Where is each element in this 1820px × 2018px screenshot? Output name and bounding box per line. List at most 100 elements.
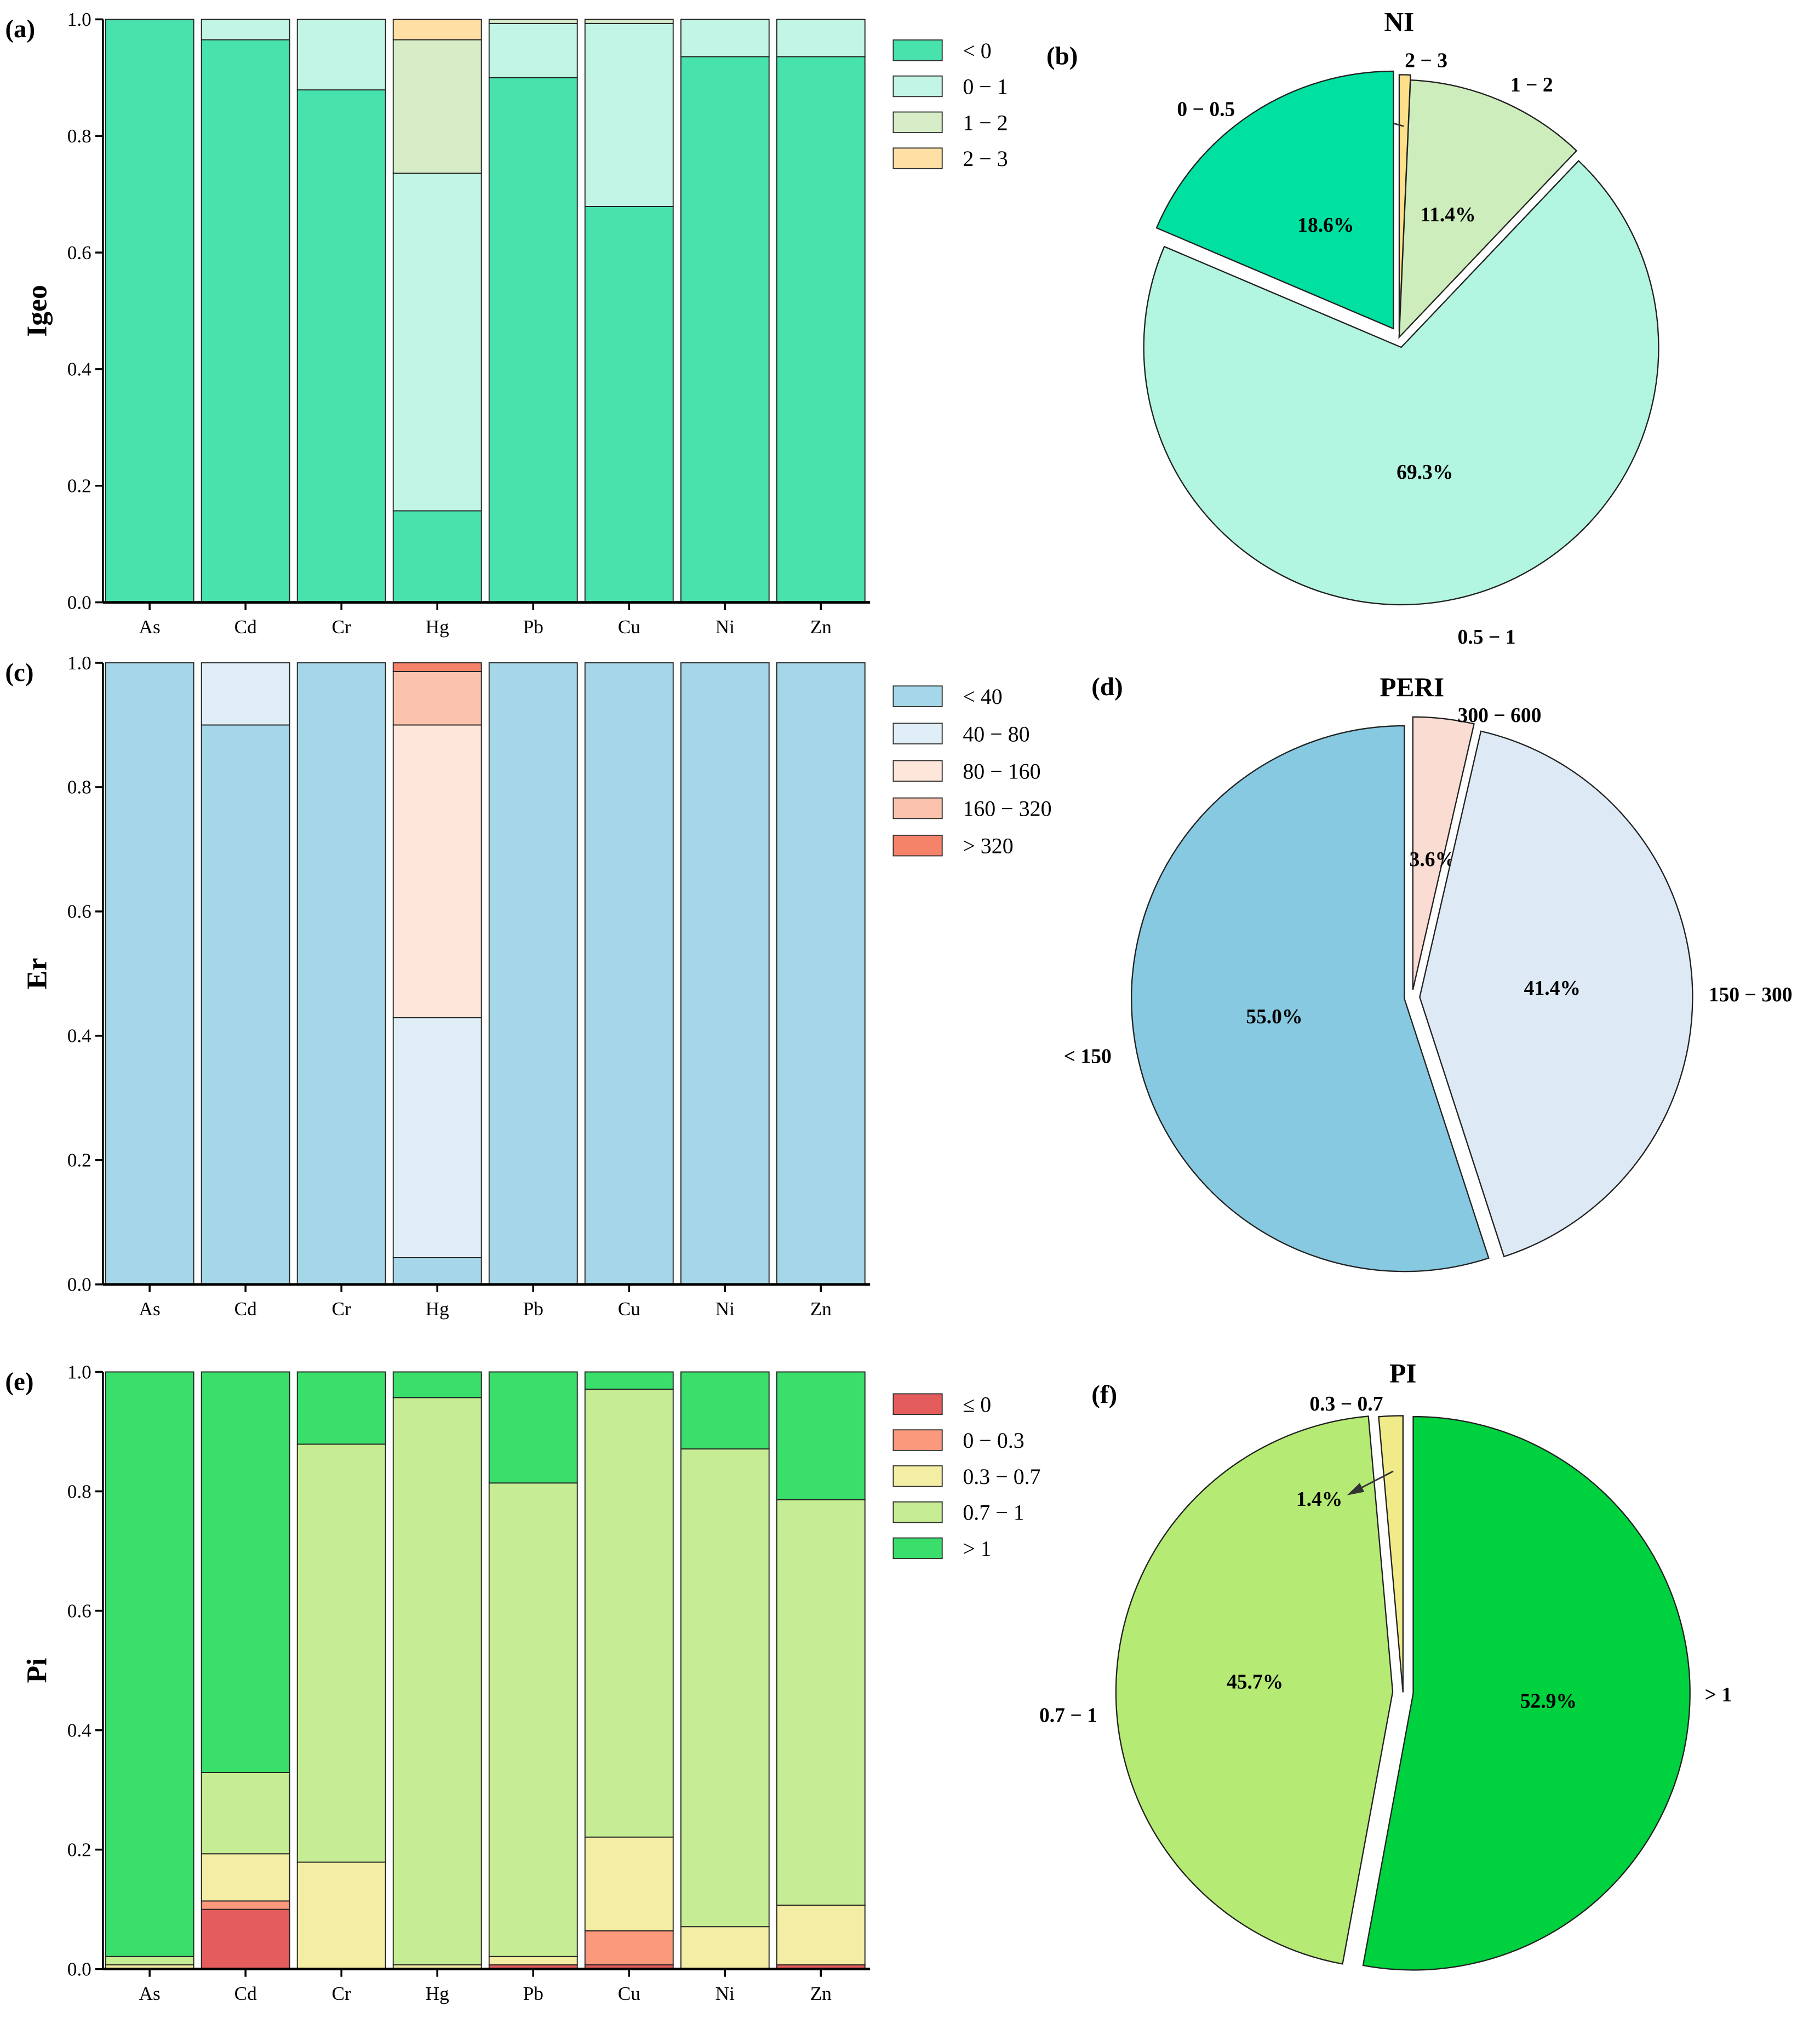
pie-percent-label: 41.4% <box>1524 977 1581 1000</box>
x-tick-label: Cu <box>618 1298 641 1320</box>
y-tick-label: 0.8 <box>67 1481 91 1502</box>
bar-segment <box>392 510 482 603</box>
bar-segment <box>392 1371 482 1398</box>
bar-segment <box>201 662 290 726</box>
y-tick-label: 0.2 <box>67 1839 91 1860</box>
panel-label: (a) <box>5 15 35 43</box>
pie-percent-label: 45.7% <box>1227 1671 1283 1693</box>
bar-segment <box>105 1956 194 1965</box>
pie-slice <box>1143 159 1659 606</box>
y-tick-label: 0.6 <box>67 901 91 922</box>
legend-label: 40 − 80 <box>963 721 1029 746</box>
pie-title: PERI <box>1380 672 1444 702</box>
legend-swatch <box>892 797 943 819</box>
pi-bar-chart: (e) Pi As Cd Cr Hg Pb Cu Ni Zn 0.0 0.2 0.4 0.6 0.8 1.0 ≤… <box>5 1361 1040 2004</box>
pie-pointer-arrow-icon <box>1347 1483 1365 1495</box>
x-tick-label: Pb <box>523 616 543 638</box>
pi-pie-chart: (f) PI 52.9% > 1 45.7% 0.7 − 1 1.4% 0.3 − 0.7 <box>1039 1358 1732 1971</box>
pie-category-label: 150 − 300 <box>1709 984 1793 1006</box>
bar-segment <box>201 19 290 41</box>
bar-segment <box>201 39 290 603</box>
y-tick-label: 0.8 <box>67 125 91 147</box>
legend-swatch <box>892 39 943 61</box>
x-tick-label: Hg <box>426 1983 449 2004</box>
legend-swatch <box>892 685 943 707</box>
x-tick-label: Ni <box>716 1298 735 1320</box>
pie-category-label: 0.5 − 1 <box>1458 626 1516 649</box>
legend-swatch <box>892 1393 943 1415</box>
x-tick-label: Cu <box>618 1983 641 2004</box>
legend-label: 0.7 − 1 <box>963 1500 1024 1525</box>
bar-segment <box>776 1499 866 1906</box>
pie-slice <box>1131 725 1490 1272</box>
bar-segment <box>680 1448 770 1928</box>
bar-segment <box>296 662 386 1285</box>
bar-segment <box>584 19 674 24</box>
legend-label: 160 − 320 <box>963 796 1051 821</box>
x-tick-label: As <box>139 1298 161 1320</box>
legend-swatch <box>892 723 943 744</box>
pie-percent-label: 1.4% <box>1296 1488 1343 1511</box>
x-tick-label: Zn <box>810 1983 832 2004</box>
x-tick-label: Pb <box>523 1983 543 2004</box>
bar-segment <box>488 662 578 1285</box>
pie-category-label: > 1 <box>1705 1684 1732 1706</box>
pie-percent-label: 55.0% <box>1246 1006 1302 1028</box>
bar-segment <box>776 19 866 58</box>
legend-swatch <box>892 1429 943 1451</box>
panel-label: (e) <box>5 1367 33 1396</box>
pie-slice <box>1362 1415 1691 1971</box>
x-tick-label: As <box>139 1983 161 2004</box>
pie-category-label: < 150 <box>1064 1046 1112 1068</box>
bar-segment <box>584 1930 674 1965</box>
panel-label: (f) <box>1091 1380 1117 1409</box>
y-tick-label: 1.0 <box>67 1361 91 1383</box>
x-tick-label: Ni <box>716 1983 735 2004</box>
x-tick-label: As <box>139 616 161 638</box>
bar-segment <box>201 1853 290 1902</box>
y-tick-label: 0.2 <box>67 475 91 496</box>
pie-slice <box>1378 1415 1404 1693</box>
pie-percent-label: 18.6% <box>1297 214 1354 237</box>
x-tick-label: Cd <box>234 1983 257 2004</box>
y-tick-label: 0.4 <box>67 359 91 380</box>
bar-segment <box>392 39 482 174</box>
legend-label: 0 − 1 <box>963 74 1008 99</box>
peri-pie-chart: (d) PERI 3.6% 300 − 600 41.4% 150 − 300 55.0% <… <box>1064 672 1793 1272</box>
y-axis-label: Igeo <box>22 285 53 337</box>
legend-label: 0 − 0.3 <box>963 1428 1024 1453</box>
bar-segment <box>296 19 386 91</box>
bar-segment <box>296 1371 386 1445</box>
bar-segment <box>392 662 482 672</box>
pie-slice <box>1412 716 1475 990</box>
panel-label: (c) <box>5 658 33 687</box>
bar-segment <box>201 1371 290 1773</box>
y-tick-label: 0.0 <box>67 592 91 613</box>
x-tick-label: Hg <box>426 616 449 638</box>
y-tick-label: 0.6 <box>67 1600 91 1621</box>
legend-label: < 0 <box>963 38 991 63</box>
bar-segment <box>584 22 674 207</box>
x-tick-label: Cr <box>332 1983 352 2004</box>
legend-label: > 320 <box>963 834 1013 858</box>
y-tick-label: 1.0 <box>67 652 91 674</box>
bar-segment <box>392 1397 482 1965</box>
legend-label: < 40 <box>963 684 1002 709</box>
x-tick-label: Zn <box>810 1298 832 1320</box>
bar-segment <box>392 19 482 41</box>
x-tick-label: Zn <box>810 616 832 638</box>
bar-segment <box>584 1371 674 1390</box>
y-tick-label: 0.2 <box>67 1150 91 1171</box>
bar-segment <box>392 670 482 726</box>
bar-segment <box>105 1371 194 1957</box>
y-tick-label: 1.0 <box>67 9 91 30</box>
y-axis-label: Pi <box>22 1658 53 1683</box>
legend-swatch <box>892 760 943 782</box>
bar-segment <box>488 77 578 603</box>
bar-segment <box>392 1257 482 1285</box>
ni-pie-chart: (b)NI0.7%2 − 311.4%1 − 269.3%0.5 − 118.6… <box>1046 7 1659 649</box>
x-tick-label: Cu <box>618 616 641 638</box>
legend-label: 80 − 160 <box>963 759 1040 783</box>
er-bar-chart: (c) Er As Cd Cr Hg Pb Cu Ni Zn 0.0 0.2 0.4 0.6 0.8 1.0 <… <box>5 652 1051 1320</box>
igeo-bar-chart: (a) Igeo As Cd Cr Hg Pb Cu Ni Zn 0.0 0.2 0.4 0.6 0.8 1.… <box>5 9 1008 638</box>
